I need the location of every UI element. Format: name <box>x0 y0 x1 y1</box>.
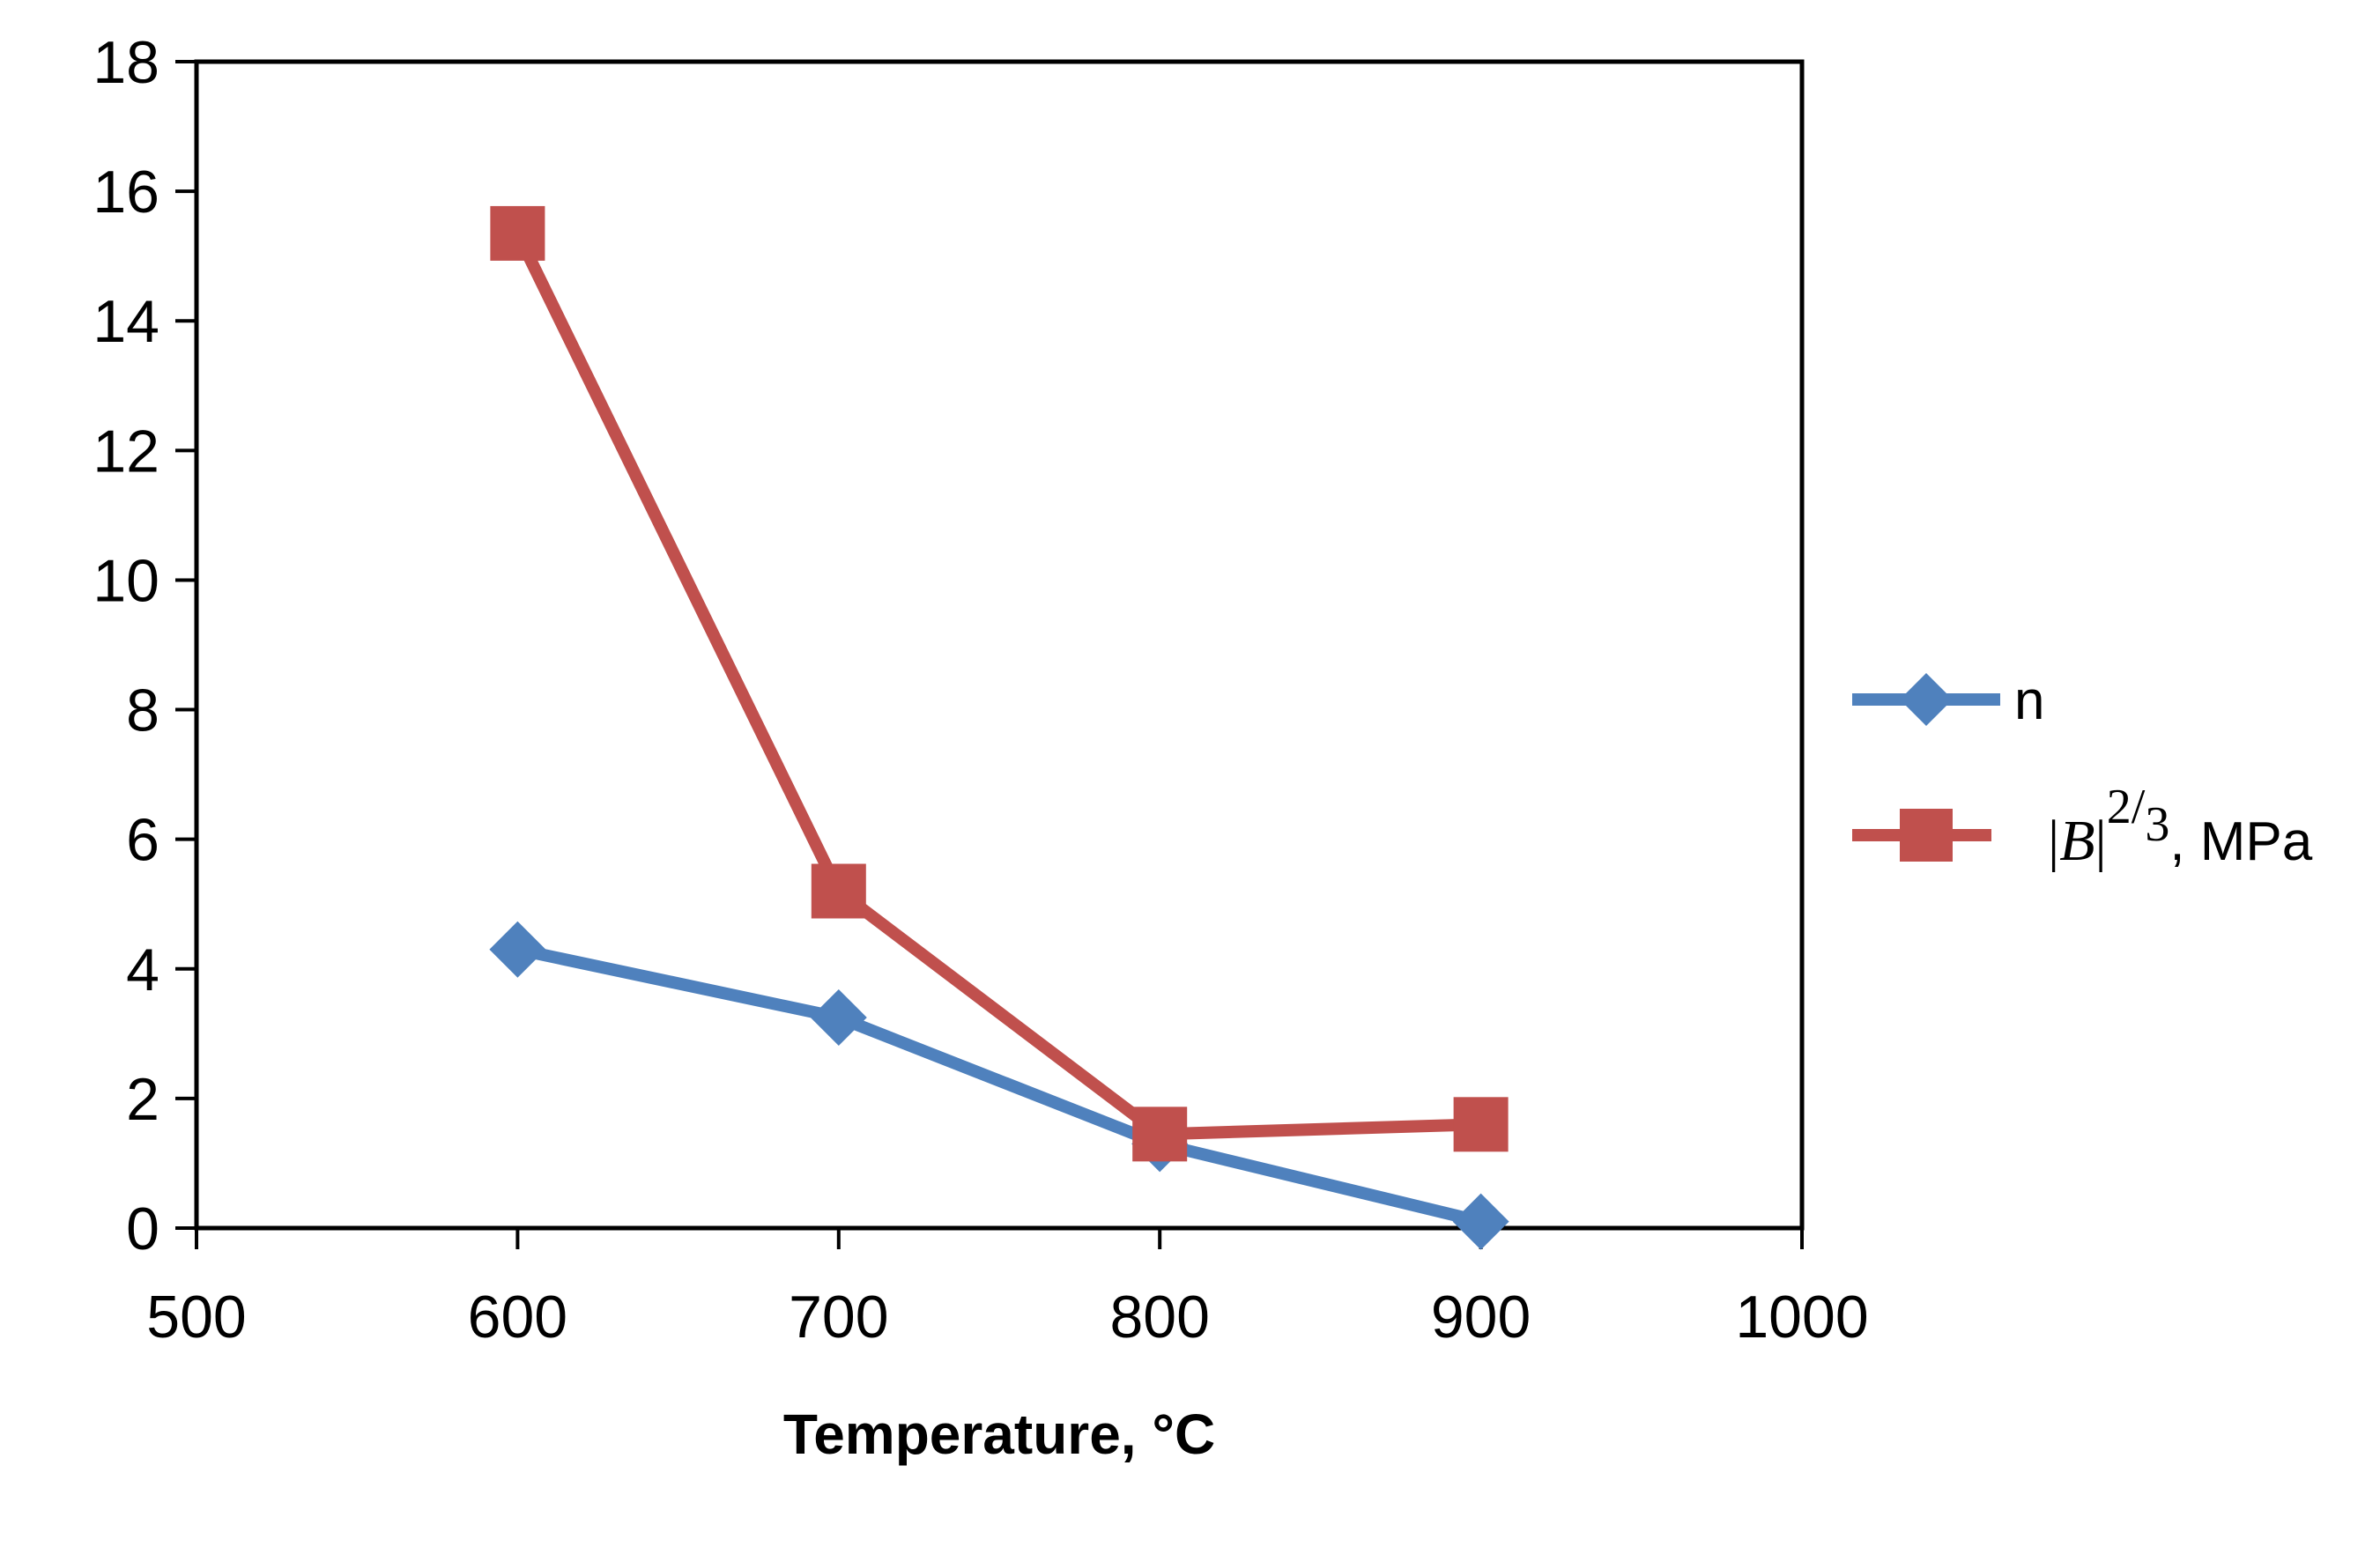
legend-label-b: |B|2/3, MPa <box>2048 780 2313 873</box>
data-point-diamond <box>810 988 867 1046</box>
legend-marker-n <box>1900 673 1953 726</box>
data-point-square <box>1132 1107 1188 1162</box>
legend-item-n: n <box>1852 670 2044 731</box>
series-1 <box>490 205 1509 1162</box>
series-line-0 <box>511 943 1487 1228</box>
x-tick-label: 800 <box>1109 1284 1209 1351</box>
x-tick-label: 1000 <box>1735 1284 1868 1351</box>
legend-label-n: n <box>2014 670 2044 731</box>
legend-item-b: |B|2/3, MPa <box>1852 780 2313 873</box>
data-point-diamond <box>489 921 546 978</box>
y-axis: 0 2 4 6 8 10 12 14 16 18 <box>93 29 196 1262</box>
y-tick-label: 4 <box>126 936 159 1003</box>
data-point-square <box>490 205 545 261</box>
x-tick-label: 600 <box>468 1284 567 1351</box>
y-tick-label: 2 <box>126 1066 159 1133</box>
legend-b-exp-slash: / <box>2132 780 2146 834</box>
legend-b-exp-den: 3 <box>2145 797 2169 852</box>
legend-marker-b <box>1900 809 1953 862</box>
legend-b-symbol: B <box>2059 809 2095 873</box>
x-tick-label: 900 <box>1431 1284 1531 1351</box>
plot-area <box>194 59 1805 1231</box>
y-tick-label: 0 <box>126 1195 159 1262</box>
y-tick-label: 18 <box>93 29 159 96</box>
x-axis-title: Temperature, °C <box>783 1403 1215 1466</box>
data-point-square <box>811 863 866 919</box>
legend-b-exp-num: 2 <box>2107 780 2132 834</box>
y-tick-label: 6 <box>126 807 159 874</box>
x-tick-label: 500 <box>146 1284 246 1351</box>
data-point-square <box>1453 1097 1509 1152</box>
legend: n |B|2/3, MPa <box>1852 670 2313 873</box>
y-tick-label: 16 <box>93 159 159 226</box>
y-tick-label: 10 <box>93 547 159 614</box>
data-point-diamond <box>1452 1193 1509 1250</box>
legend-b-unit: , MPa <box>2169 811 2312 872</box>
series-layer <box>489 205 1509 1250</box>
x-axis: 500 600 700 800 900 1000 <box>146 1228 1869 1351</box>
y-tick-label: 14 <box>93 288 159 355</box>
y-tick-label: 12 <box>93 418 159 485</box>
y-tick-label: 8 <box>126 677 159 744</box>
legend-b-bar-right: | <box>2095 809 2107 873</box>
legend-b-bar-left: | <box>2048 809 2059 873</box>
series-line-1 <box>511 226 1487 1141</box>
x-tick-label: 700 <box>789 1284 888 1351</box>
